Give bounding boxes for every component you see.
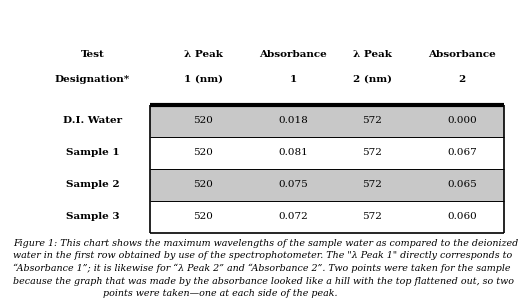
Text: 572: 572 (362, 148, 382, 157)
Text: 2 (nm): 2 (nm) (353, 74, 392, 84)
Text: 0.000: 0.000 (447, 116, 477, 125)
Text: Figure 1: This chart shows the maximum wavelengths of the sample water as compar: Figure 1: This chart shows the maximum w… (13, 239, 518, 298)
Text: 1: 1 (289, 74, 297, 84)
Text: 1 (nm): 1 (nm) (184, 74, 223, 84)
Text: 520: 520 (193, 180, 213, 189)
Text: Sample 3: Sample 3 (65, 212, 119, 221)
Text: 0.065: 0.065 (447, 180, 477, 189)
Text: 2: 2 (458, 74, 466, 84)
Text: Sample 2: Sample 2 (65, 180, 119, 189)
Text: 0.060: 0.060 (447, 212, 477, 221)
Text: 0.075: 0.075 (278, 180, 308, 189)
Text: Designation*: Designation* (55, 74, 130, 84)
Text: Sample 1: Sample 1 (65, 148, 119, 157)
Bar (150, 169, 504, 201)
Text: 572: 572 (362, 116, 382, 125)
Text: 520: 520 (193, 212, 213, 221)
Text: Test: Test (81, 50, 104, 59)
Bar (150, 201, 504, 233)
Bar (150, 137, 504, 169)
Text: 520: 520 (193, 148, 213, 157)
Text: 0.018: 0.018 (278, 116, 308, 125)
Text: λ Peak: λ Peak (184, 50, 223, 59)
Text: D.I. Water: D.I. Water (63, 116, 122, 125)
Text: 0.067: 0.067 (447, 148, 477, 157)
Bar (150, 105, 504, 137)
Text: 0.081: 0.081 (278, 148, 308, 157)
Text: 0.072: 0.072 (278, 212, 308, 221)
Text: 572: 572 (362, 212, 382, 221)
Text: Absorbance: Absorbance (428, 50, 496, 59)
Text: λ Peak: λ Peak (353, 50, 392, 59)
Text: 520: 520 (193, 116, 213, 125)
Text: 572: 572 (362, 180, 382, 189)
Text: Absorbance: Absorbance (259, 50, 327, 59)
